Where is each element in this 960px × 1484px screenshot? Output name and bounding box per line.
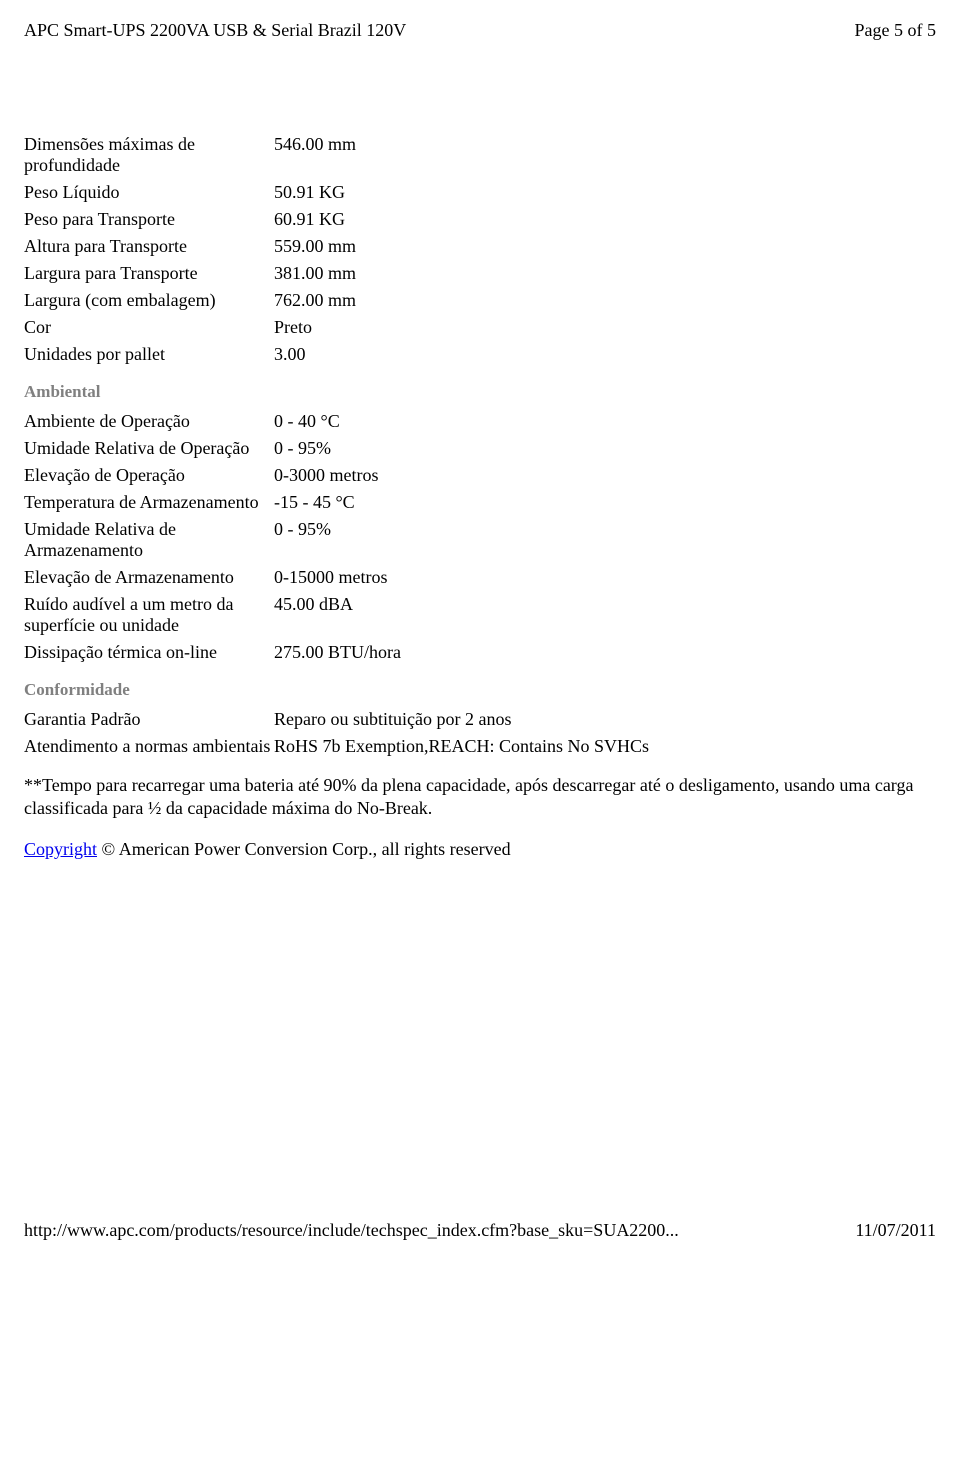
table-row: Garantia PadrãoReparo ou subtituição por…: [24, 706, 649, 733]
ambiental-spec-table: Ambiente de Operação0 - 40 °CUmidade Rel…: [24, 408, 401, 666]
footer-url: http://www.apc.com/products/resource/inc…: [24, 1220, 679, 1241]
spec-label: Umidade Relativa de Operação: [24, 435, 274, 462]
table-row: Elevação de Operação0-3000 metros: [24, 462, 401, 489]
footer-date: 11/07/2011: [855, 1220, 936, 1241]
spec-label: Dimensões máximas de profundidade: [24, 131, 274, 179]
table-row: Elevação de Armazenamento0-15000 metros: [24, 564, 401, 591]
table-row: Temperatura de Armazenamento-15 - 45 °C: [24, 489, 401, 516]
spec-label: Ambiente de Operação: [24, 408, 274, 435]
conformidade-heading: Conformidade: [24, 680, 936, 700]
spec-value: Preto: [274, 314, 356, 341]
spec-label: Dissipação térmica on-line: [24, 639, 274, 666]
spec-value: 0-3000 metros: [274, 462, 401, 489]
spec-value: 762.00 mm: [274, 287, 356, 314]
spec-value: Reparo ou subtituição por 2 anos: [274, 706, 649, 733]
spec-label: Peso Líquido: [24, 179, 274, 206]
spec-value: 50.91 KG: [274, 179, 356, 206]
spec-value: 45.00 dBA: [274, 591, 401, 639]
page-header: APC Smart-UPS 2200VA USB & Serial Brazil…: [24, 20, 936, 41]
physical-spec-table: Dimensões máximas de profundidade546.00 …: [24, 131, 356, 368]
page-footer: http://www.apc.com/products/resource/inc…: [24, 1220, 936, 1241]
spec-label: Unidades por pallet: [24, 341, 274, 368]
spec-label: Largura para Transporte: [24, 260, 274, 287]
table-row: Altura para Transporte559.00 mm: [24, 233, 356, 260]
table-row: Atendimento a normas ambientaisRoHS 7b E…: [24, 733, 649, 760]
spec-value: 0 - 95%: [274, 435, 401, 462]
spec-value: 546.00 mm: [274, 131, 356, 179]
spec-label: Elevação de Operação: [24, 462, 274, 489]
spec-value: 3.00: [274, 341, 356, 368]
spec-label: Umidade Relativa de Armazenamento: [24, 516, 274, 564]
spec-label: Peso para Transporte: [24, 206, 274, 233]
table-row: Peso para Transporte60.91 KG: [24, 206, 356, 233]
table-row: Unidades por pallet3.00: [24, 341, 356, 368]
spec-label: Garantia Padrão: [24, 706, 274, 733]
spec-value: 381.00 mm: [274, 260, 356, 287]
spec-label: Ruído audível a um metro da superfície o…: [24, 591, 274, 639]
table-row: Ruído audível a um metro da superfície o…: [24, 591, 401, 639]
table-row: Largura para Transporte381.00 mm: [24, 260, 356, 287]
spec-value: 559.00 mm: [274, 233, 356, 260]
spec-value: 0-15000 metros: [274, 564, 401, 591]
header-title: APC Smart-UPS 2200VA USB & Serial Brazil…: [24, 20, 406, 41]
spec-label: Cor: [24, 314, 274, 341]
spec-value: 275.00 BTU/hora: [274, 639, 401, 666]
spec-value: -15 - 45 °C: [274, 489, 401, 516]
footnote-text: **Tempo para recarregar uma bateria até …: [24, 774, 936, 821]
spec-label: Largura (com embalagem): [24, 287, 274, 314]
table-row: Largura (com embalagem)762.00 mm: [24, 287, 356, 314]
table-row: Peso Líquido50.91 KG: [24, 179, 356, 206]
table-row: Dimensões máximas de profundidade546.00 …: [24, 131, 356, 179]
spec-label: Altura para Transporte: [24, 233, 274, 260]
spec-label: Temperatura de Armazenamento: [24, 489, 274, 516]
header-page-indicator: Page 5 of 5: [855, 20, 936, 41]
conformidade-spec-table: Garantia PadrãoReparo ou subtituição por…: [24, 706, 649, 760]
table-row: CorPreto: [24, 314, 356, 341]
table-row: Umidade Relativa de Operação0 - 95%: [24, 435, 401, 462]
spec-label: Atendimento a normas ambientais: [24, 733, 274, 760]
spec-value: 0 - 95%: [274, 516, 401, 564]
spec-value: RoHS 7b Exemption,REACH: Contains No SVH…: [274, 733, 649, 760]
spec-label: Elevação de Armazenamento: [24, 564, 274, 591]
ambiental-heading: Ambiental: [24, 382, 936, 402]
table-row: Umidade Relativa de Armazenamento0 - 95%: [24, 516, 401, 564]
copyright-line: Copyright © American Power Conversion Co…: [24, 839, 936, 860]
spec-value: 60.91 KG: [274, 206, 356, 233]
copyright-rest: © American Power Conversion Corp., all r…: [97, 839, 511, 859]
copyright-link[interactable]: Copyright: [24, 839, 97, 859]
spec-value: 0 - 40 °C: [274, 408, 401, 435]
table-row: Ambiente de Operação0 - 40 °C: [24, 408, 401, 435]
table-row: Dissipação térmica on-line275.00 BTU/hor…: [24, 639, 401, 666]
